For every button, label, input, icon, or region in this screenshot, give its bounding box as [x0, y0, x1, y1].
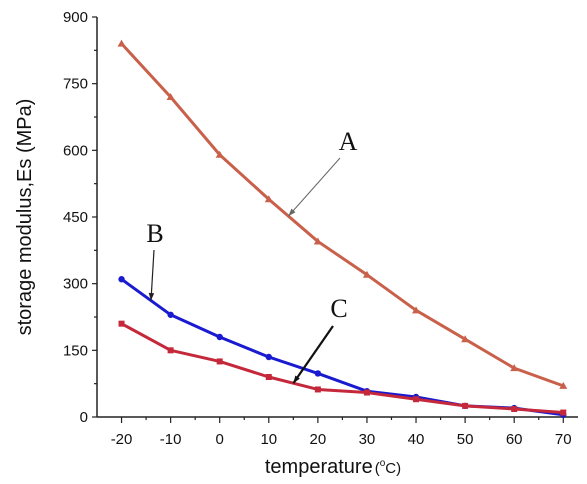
x-tick-label: 0 [216, 431, 224, 448]
y-tick-label: 300 [63, 276, 88, 293]
x-ticks: -20 -10 0 10 20 30 40 50 60 70 [111, 417, 572, 448]
series-label-A: A [339, 127, 358, 156]
data-point [265, 353, 272, 361]
x-tick-label: 10 [260, 431, 277, 448]
series-line-C [120, 322, 564, 415]
series-C [118, 320, 567, 416]
data-point [461, 335, 470, 343]
data-point [118, 276, 125, 283]
x-tick-label: 60 [506, 431, 523, 448]
data-point [462, 402, 469, 409]
y-tick-label: 150 [63, 342, 88, 359]
data-point [216, 333, 223, 341]
axes [96, 17, 578, 418]
series-A [117, 39, 568, 389]
annotation-arrow-A [288, 157, 341, 217]
data-point [510, 364, 519, 372]
x-axis-title-text: temperature [265, 456, 373, 478]
data-point [216, 358, 223, 365]
data-point [264, 195, 273, 203]
data-point [413, 396, 420, 403]
x-axis-title: temperature (oC) [265, 456, 401, 478]
series-label-B: B [146, 219, 163, 248]
data-point [560, 409, 567, 416]
data-point [559, 381, 568, 389]
x-axis-unit-sup: o [380, 458, 386, 469]
annotation-arrowhead-C [293, 375, 300, 384]
annotation-arrowhead-A [288, 208, 296, 217]
series-layer [117, 39, 568, 418]
x-tick-label: 20 [310, 431, 327, 448]
y-axis-title: storage modulus,Es (MPa) [14, 99, 36, 336]
data-point [167, 311, 174, 318]
x-tick-label: -20 [111, 431, 133, 448]
annotation-arrowhead-B [148, 292, 155, 301]
annotation-arrow-B [150, 249, 155, 301]
x-tick-label: 40 [408, 431, 425, 448]
x-tick-label: 30 [359, 431, 376, 448]
x-tick-label: -10 [160, 431, 182, 448]
y-ticks: 0 150 300 450 600 750 900 [63, 9, 97, 426]
x-tick-label: 50 [457, 431, 474, 448]
series-label-C: C [330, 294, 347, 323]
data-point [314, 370, 322, 377]
data-point [363, 389, 370, 396]
data-point [362, 270, 371, 278]
x-axis-unit-main: C) [385, 460, 401, 477]
y-tick-label: 600 [63, 142, 88, 159]
data-point [118, 320, 125, 327]
data-point [314, 386, 321, 393]
y-tick-label: 900 [63, 9, 88, 26]
annotation-arrow-C [292, 325, 334, 384]
data-point [511, 406, 518, 412]
data-point [313, 237, 322, 245]
data-point [215, 150, 224, 158]
y-tick-label: 0 [80, 409, 88, 426]
x-axis-unit-prefix: ( [375, 460, 380, 477]
annotation-layer: A B C [146, 127, 358, 384]
data-point [117, 39, 126, 47]
y-tick-label: 750 [63, 76, 88, 93]
data-point [167, 347, 174, 354]
data-point [412, 306, 421, 314]
data-point [265, 374, 272, 380]
x-tick-label: 70 [555, 431, 572, 448]
data-point [166, 93, 175, 100]
y-tick-label: 450 [63, 209, 88, 226]
series-line-A [120, 42, 564, 388]
